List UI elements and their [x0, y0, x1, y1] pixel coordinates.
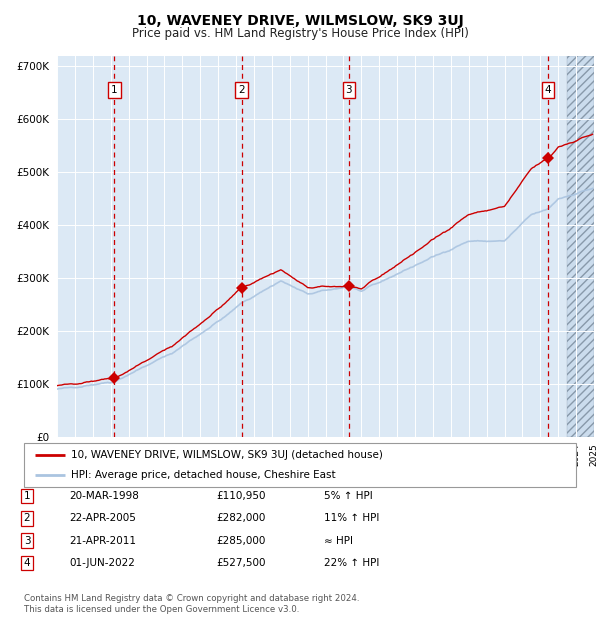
Text: 2: 2	[238, 85, 245, 95]
Bar	[567, 56, 594, 437]
Text: 4: 4	[545, 85, 551, 95]
Text: HPI: Average price, detached house, Cheshire East: HPI: Average price, detached house, Ches…	[71, 470, 335, 480]
Text: Contains HM Land Registry data © Crown copyright and database right 2024.
This d: Contains HM Land Registry data © Crown c…	[24, 595, 359, 614]
Text: 20-MAR-1998: 20-MAR-1998	[69, 491, 139, 501]
Text: 4: 4	[23, 558, 31, 568]
Text: £110,950: £110,950	[216, 491, 265, 501]
Text: 22-APR-2005: 22-APR-2005	[69, 513, 136, 523]
Text: Price paid vs. HM Land Registry's House Price Index (HPI): Price paid vs. HM Land Registry's House …	[131, 27, 469, 40]
Text: 1: 1	[111, 85, 118, 95]
Text: 21-APR-2011: 21-APR-2011	[69, 536, 136, 546]
Text: £282,000: £282,000	[216, 513, 265, 523]
Text: 11% ↑ HPI: 11% ↑ HPI	[324, 513, 379, 523]
Text: 10, WAVENEY DRIVE, WILMSLOW, SK9 3UJ (detached house): 10, WAVENEY DRIVE, WILMSLOW, SK9 3UJ (de…	[71, 450, 383, 460]
Bar	[567, 56, 594, 437]
Text: £527,500: £527,500	[216, 558, 265, 568]
Text: 3: 3	[23, 536, 31, 546]
Text: 01-JUN-2022: 01-JUN-2022	[69, 558, 135, 568]
Text: 10, WAVENEY DRIVE, WILMSLOW, SK9 3UJ: 10, WAVENEY DRIVE, WILMSLOW, SK9 3UJ	[137, 14, 463, 28]
Text: 1: 1	[23, 491, 31, 501]
Text: ≈ HPI: ≈ HPI	[324, 536, 353, 546]
Text: £285,000: £285,000	[216, 536, 265, 546]
Text: 2: 2	[23, 513, 31, 523]
Text: 3: 3	[346, 85, 352, 95]
Text: 5% ↑ HPI: 5% ↑ HPI	[324, 491, 373, 501]
Text: 22% ↑ HPI: 22% ↑ HPI	[324, 558, 379, 568]
